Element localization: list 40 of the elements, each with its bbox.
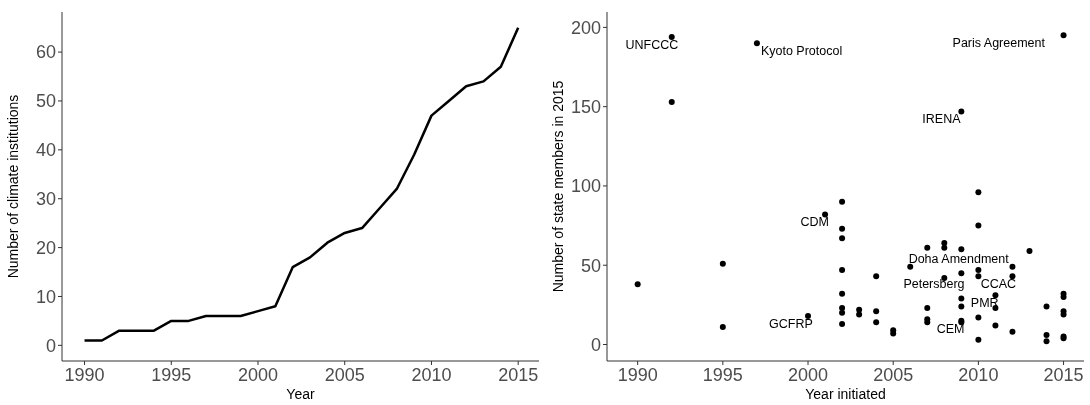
x-tick-label: 1990 xyxy=(64,365,105,385)
annotation: Petersberg xyxy=(903,277,965,292)
annotation: CCAC xyxy=(980,277,1017,292)
x-tick-label: 2010 xyxy=(958,365,999,385)
x-tick-label: 2000 xyxy=(237,365,279,385)
annotation: PMR xyxy=(970,296,999,311)
x-tick-label: 1995 xyxy=(702,365,743,385)
x-tick-label: 2010 xyxy=(411,365,452,385)
y-tick-label: 30 xyxy=(35,189,56,210)
x-tick-label: 1990 xyxy=(617,365,658,385)
y-axis-title: Number of climate institutions xyxy=(5,94,21,279)
annotation: CEM xyxy=(936,321,965,336)
y-tick-label: 40 xyxy=(35,140,56,161)
y-tick-label: 150 xyxy=(570,96,601,117)
x-tick-label: 2005 xyxy=(324,365,365,385)
y-tick-label: 0 xyxy=(45,335,56,356)
x-tick-label: 2005 xyxy=(873,365,914,385)
x-tick-label: 2000 xyxy=(788,365,829,385)
y-tick-label: 60 xyxy=(35,42,56,63)
y-tick-label: 100 xyxy=(570,176,601,197)
y-tick-label: 50 xyxy=(580,255,601,276)
x-tick-label: 1995 xyxy=(151,365,192,385)
y-tick-label: 10 xyxy=(35,286,56,307)
x-axis-title: Year xyxy=(286,386,315,402)
x-tick-label: 2015 xyxy=(498,365,539,385)
y-axis-title: Number of state members in 2015 xyxy=(550,80,566,293)
y-tick-label: 50 xyxy=(35,91,56,112)
y-tick-label: 20 xyxy=(35,237,56,258)
annotation: Doha Amendment xyxy=(908,251,1010,266)
annotation: IRENA xyxy=(922,112,962,127)
annotation: Kyoto Protocol xyxy=(760,44,843,59)
y-tick-label: 0 xyxy=(590,334,601,355)
x-tick-label: 2015 xyxy=(1043,365,1084,385)
line-series xyxy=(83,26,520,342)
annotation: GCFRP xyxy=(769,316,813,331)
annotation: UNFCCC xyxy=(625,37,679,52)
x-axis-title: Year initiated xyxy=(805,386,886,402)
y-tick-label: 200 xyxy=(570,17,601,38)
annotation: Paris Agreement xyxy=(952,36,1046,51)
annotation: CDM xyxy=(800,215,829,230)
